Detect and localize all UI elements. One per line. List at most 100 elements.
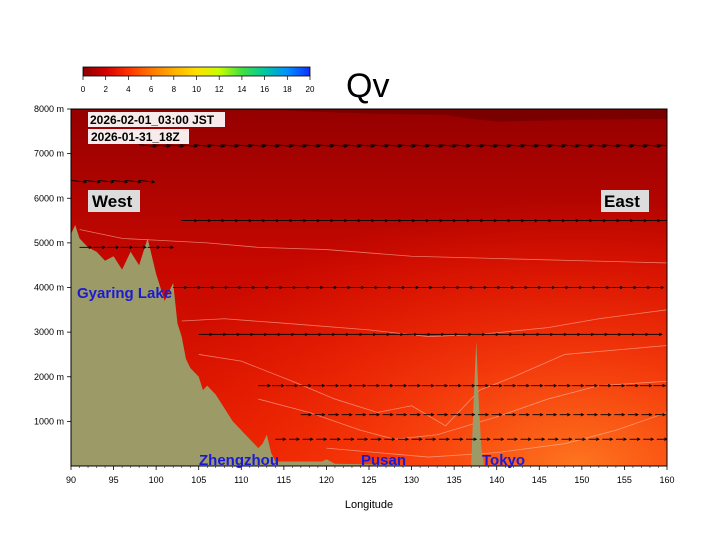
wind-vector-head — [359, 332, 364, 337]
wind-vector-head — [321, 413, 326, 417]
wind-vector-head — [510, 285, 515, 290]
wind-vector-head — [110, 180, 115, 184]
wind-vector-head — [291, 332, 295, 337]
wind-vector — [275, 144, 293, 147]
wind-vector — [438, 144, 456, 147]
x-tick-label: 120 — [319, 475, 334, 485]
wind-vector-head — [594, 413, 599, 417]
x-tick-label: 135 — [447, 475, 462, 485]
wind-vector — [588, 144, 606, 147]
qv-contour — [326, 412, 667, 458]
x-tick-label: 160 — [659, 475, 674, 485]
wind-vector-head — [289, 144, 294, 148]
wind-vector-head — [629, 144, 634, 148]
wind-vector-head — [357, 144, 362, 148]
wind-vector-head — [485, 413, 490, 417]
direction-labels: West East — [88, 190, 649, 212]
wind-vector-head — [267, 384, 272, 388]
x-tick-label: 140 — [489, 475, 504, 485]
wind-vector-head — [522, 332, 527, 337]
wind-vector-head — [330, 144, 335, 148]
wind-vector-head — [538, 285, 542, 290]
wind-vector-head — [413, 332, 418, 337]
wind-vector — [534, 144, 552, 147]
wind-vector-head — [294, 384, 299, 388]
colorbar-tick-label: 0 — [81, 85, 86, 94]
y-tick-label: 2000 m — [34, 372, 64, 382]
wind-vector-head — [376, 384, 381, 388]
colorbar-ticks: 0 2 4 6 8 10 12 14 16 18 20 — [81, 76, 315, 94]
y-tick-label: 6000 m — [34, 193, 64, 203]
wind-vector — [479, 144, 497, 147]
wind-vector — [602, 144, 620, 147]
wind-vector — [139, 179, 155, 183]
wind-vector-head — [444, 384, 449, 388]
wind-vector-head — [332, 332, 336, 337]
wind-vector-head — [263, 332, 268, 337]
wind-vector-head — [347, 285, 352, 290]
wind-vector-head — [372, 332, 377, 337]
wind-vector-head — [211, 285, 215, 290]
wind-vector-head — [575, 144, 580, 148]
wind-vector-head — [526, 384, 530, 388]
y-tick-label: 8000 m — [34, 104, 64, 114]
wind-vector-head — [345, 332, 350, 337]
wind-vector-head — [563, 332, 568, 337]
colorbar-tick-label: 12 — [215, 85, 224, 94]
wind-vector-head — [602, 144, 607, 148]
wind-vector-head — [541, 437, 546, 441]
place-label-gyaring-lake: Gyaring Lake — [77, 285, 172, 302]
wind-vector-head — [619, 285, 624, 290]
wind-vector-head — [418, 437, 423, 441]
wind-vector-head — [580, 384, 585, 388]
wind-vector-head — [498, 413, 503, 417]
wind-vector — [493, 144, 511, 147]
wind-vector-head — [471, 384, 476, 388]
wind-vector-head — [481, 332, 486, 337]
wind-vector-head — [458, 413, 462, 417]
wind-vector-head — [234, 144, 239, 148]
wind-vector-head — [466, 144, 471, 148]
wind-vector-head — [374, 285, 379, 290]
wind-vector-head — [607, 413, 612, 417]
wind-vector-head — [671, 219, 674, 222]
wind-vector-head — [671, 145, 674, 148]
wind-vector — [152, 144, 170, 147]
wind-vector-head — [129, 245, 134, 250]
wind-vector — [179, 144, 198, 147]
wind-vector-head — [469, 285, 474, 290]
wind-vector-head — [526, 413, 530, 417]
wind-vector-head — [454, 332, 459, 337]
wind-vector-head — [635, 384, 639, 388]
colorbar-tick-label: 4 — [126, 85, 131, 94]
wind-vector-head — [83, 180, 88, 184]
x-tick-label: 125 — [361, 475, 376, 485]
wind-vector-head — [275, 144, 280, 148]
wind-vector — [520, 144, 538, 147]
wind-vector-head — [561, 144, 566, 148]
wind-vector-head — [565, 285, 570, 290]
wind-vector-head — [309, 437, 314, 441]
wind-vector-head — [568, 437, 573, 441]
wind-vector — [370, 144, 388, 147]
place-label-zhengzhou: Zhengzhou — [199, 452, 279, 469]
wind-vector-head — [539, 384, 544, 388]
wind-vector-head — [660, 285, 665, 290]
wind-vector-head — [487, 437, 491, 441]
wind-vector — [615, 144, 633, 147]
wind-vector-head — [197, 285, 202, 290]
x-tick-label: 100 — [149, 475, 164, 485]
wind-vector — [452, 144, 470, 147]
wind-vector-head — [493, 144, 498, 148]
x-tick-label: 155 — [617, 475, 632, 485]
wind-vector-head — [606, 285, 610, 290]
wind-vector-head — [658, 332, 663, 337]
wind-vector-head — [316, 144, 321, 148]
wind-vector-head — [580, 413, 585, 417]
wind-vector-head — [550, 332, 554, 337]
colorbar: 0 2 4 6 8 10 12 14 16 18 20 — [81, 66, 315, 94]
wind-vector-head — [102, 245, 106, 250]
wind-vector-head — [389, 384, 394, 388]
wind-vector-head — [648, 413, 653, 417]
wind-vector-head — [636, 437, 641, 441]
